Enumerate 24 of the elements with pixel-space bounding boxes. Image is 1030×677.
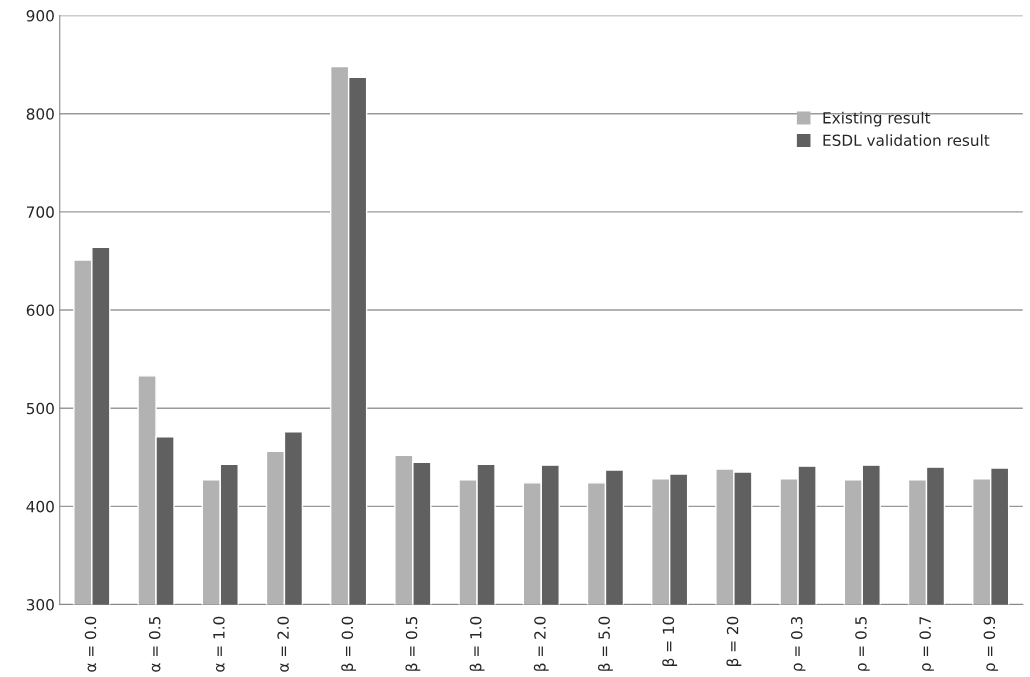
- x-tick-label: ρ = 0.7: [919, 616, 934, 671]
- x-tick-label: β = 20: [726, 616, 742, 666]
- y-tick-label: 400: [26, 500, 54, 513]
- x-tick-label: β = 0.5: [405, 617, 421, 671]
- x-tick-label: α = 2.0: [277, 616, 289, 672]
- x-tick-label: β = 5.0: [598, 616, 613, 671]
- x-tick-label: ρ = 0.3: [790, 616, 806, 671]
- y-tick-label: 500: [26, 402, 54, 415]
- y-tick-label: 300: [26, 599, 54, 611]
- y-tick-label: 700: [26, 206, 54, 218]
- x-tick-label: ρ = 0.9: [983, 616, 999, 671]
- x-tick-label: α = 1.0: [213, 616, 225, 672]
- y-tick-label: 600: [26, 304, 54, 317]
- legend-label: ESDL validation result: [823, 134, 990, 147]
- y-tick-label: 800: [26, 108, 54, 120]
- x-tick-label: β = 0.0: [341, 616, 357, 671]
- y-tick-label: 900: [26, 10, 54, 22]
- x-tick-label: β = 2.0: [533, 616, 549, 671]
- x-tick-label: ρ = 0.5: [855, 617, 870, 671]
- x-tick-label: α = 0.0: [84, 616, 97, 672]
- x-tick-label: α = 0.5: [148, 617, 161, 672]
- legend-label: Existing result: [823, 111, 931, 127]
- x-tick-label: β = 10: [662, 616, 678, 666]
- x-tick-label: β = 1.0: [469, 616, 485, 671]
